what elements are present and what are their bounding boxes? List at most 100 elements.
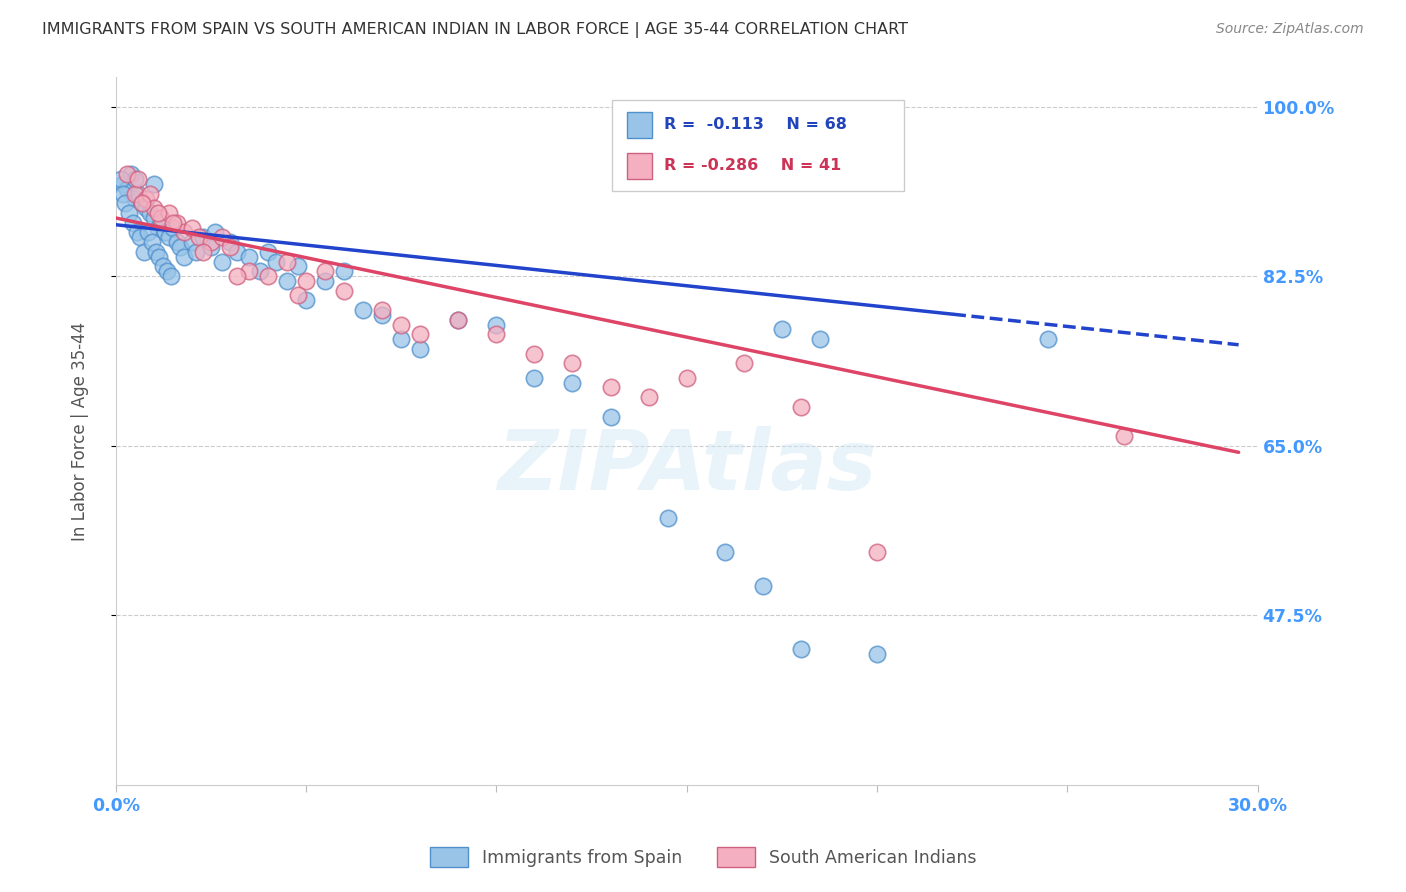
Point (409, 327, 432, 342)
Point (211, 254, 233, 268)
Point (120, 167, 142, 181)
Point (142, 201, 165, 215)
Point (204, 226, 226, 240)
Point (637, 390, 659, 404)
Text: ZIPAtlas: ZIPAtlas (496, 426, 876, 507)
Point (287, 288, 309, 302)
Text: R =  -0.113    N = 68: R = -0.113 N = 68 (664, 118, 846, 132)
Point (124, 186, 146, 201)
Point (139, 206, 162, 220)
Point (148, 250, 170, 264)
Point (257, 268, 280, 283)
Point (173, 226, 195, 240)
Point (866, 647, 889, 661)
Point (200, 240, 222, 254)
Point (276, 274, 298, 288)
Point (226, 244, 249, 259)
Point (218, 235, 240, 249)
Point (752, 579, 775, 593)
Point (790, 642, 813, 657)
Point (447, 312, 470, 326)
Text: R = -0.286    N = 41: R = -0.286 N = 41 (664, 159, 841, 173)
Point (127, 186, 149, 201)
Point (139, 186, 162, 201)
Point (561, 356, 583, 370)
Point (287, 260, 309, 274)
Point (146, 206, 169, 220)
Point (115, 182, 138, 196)
Point (276, 254, 298, 268)
Point (371, 308, 394, 322)
Point (134, 244, 156, 259)
Point (146, 220, 169, 235)
Point (193, 230, 215, 244)
Point (162, 216, 184, 230)
Point (561, 376, 583, 390)
Point (200, 235, 222, 249)
Point (124, 192, 146, 206)
Point (238, 250, 260, 264)
Point (135, 201, 157, 215)
Y-axis label: In Labor Force | Age 35-44: In Labor Force | Age 35-44 (72, 321, 89, 541)
Point (790, 400, 813, 414)
Point (193, 244, 215, 259)
Point (352, 303, 374, 318)
Point (314, 274, 336, 288)
Point (129, 230, 152, 244)
Point (169, 240, 191, 254)
Point (127, 172, 149, 186)
Point (599, 380, 621, 394)
Point (118, 206, 141, 220)
Text: IMMIGRANTS FROM SPAIN VS SOUTH AMERICAN INDIAN IN LABOR FORCE | AGE 35-44 CORREL: IMMIGRANTS FROM SPAIN VS SOUTH AMERICAN … (42, 22, 908, 38)
Point (389, 318, 412, 332)
Point (145, 244, 167, 259)
Point (114, 196, 136, 211)
Point (115, 167, 138, 181)
Point (112, 177, 135, 191)
Point (314, 264, 336, 278)
Point (770, 322, 793, 336)
Point (713, 545, 735, 559)
Point (162, 220, 184, 235)
Point (166, 216, 188, 230)
Point (333, 264, 356, 278)
Point (218, 240, 240, 254)
Point (238, 264, 260, 278)
Point (485, 318, 508, 332)
Point (150, 211, 173, 225)
Point (523, 346, 546, 360)
Point (141, 235, 163, 249)
Point (180, 220, 202, 235)
Point (211, 230, 233, 244)
Point (156, 264, 179, 278)
Point (447, 312, 470, 326)
Point (733, 356, 755, 370)
Point (136, 226, 159, 240)
Point (121, 216, 143, 230)
Point (675, 371, 697, 385)
Point (125, 226, 148, 240)
Point (371, 303, 394, 318)
Point (152, 260, 174, 274)
Point (523, 371, 546, 385)
Point (142, 211, 165, 225)
Point (264, 254, 287, 268)
Point (409, 342, 432, 356)
Point (599, 409, 621, 424)
Point (153, 226, 176, 240)
Point (295, 293, 318, 308)
FancyBboxPatch shape (613, 100, 904, 191)
Point (188, 230, 211, 244)
Point (124, 172, 146, 186)
Point (150, 216, 173, 230)
Point (808, 332, 831, 346)
Point (184, 244, 207, 259)
Point (157, 230, 180, 244)
FancyBboxPatch shape (627, 153, 652, 178)
Point (1114, 429, 1136, 443)
Point (131, 196, 153, 211)
Point (110, 172, 132, 186)
Point (135, 192, 157, 206)
Point (159, 268, 181, 283)
Point (1038, 332, 1060, 346)
